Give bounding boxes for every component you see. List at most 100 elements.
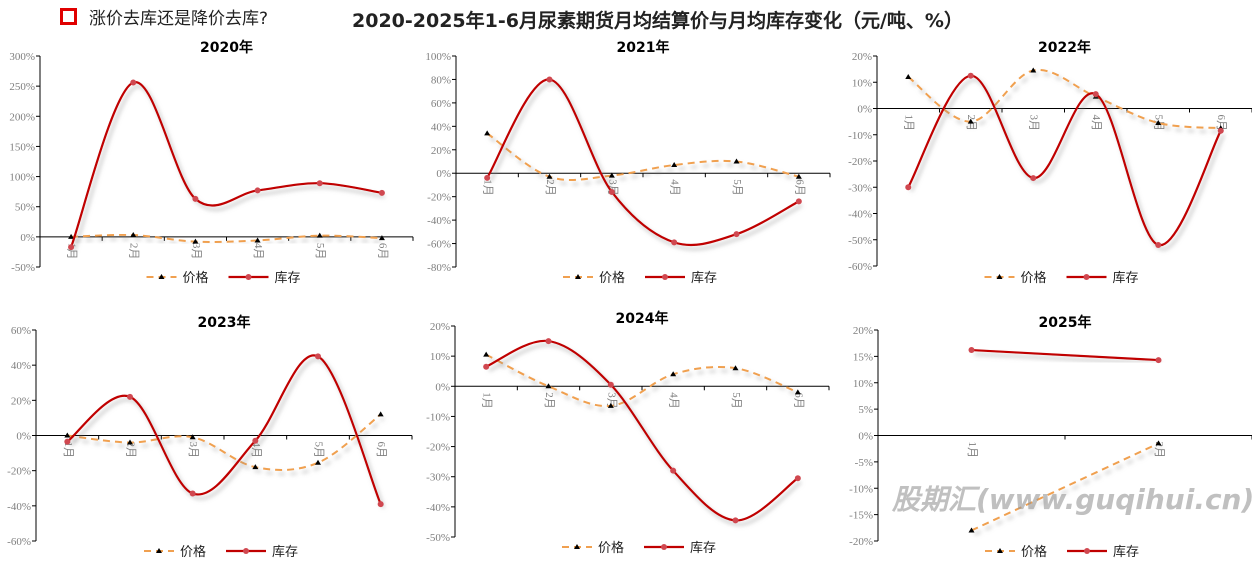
y-tick-label: -50% (426, 532, 450, 544)
legend: 价格 库存 (144, 544, 298, 560)
inventory-point (732, 517, 739, 524)
y-tick-label: 200% (9, 111, 35, 123)
y-tick-label: -40% (426, 502, 450, 514)
inventory-point (1155, 242, 1162, 248)
chart-2023年: 2023年 -60% -40% -20% 0% 20% 40% 60% 1月 2月 3月 4月 5月 6月… (7, 314, 413, 560)
price-point (968, 527, 975, 533)
price-point (670, 371, 677, 377)
inventory-point (1155, 357, 1162, 364)
y-tick-label: -60% (427, 239, 451, 251)
chart-2021年: 2021年 -80% -60% -40% -20% 0% 20% 40% 60% 80% 100% 1… (425, 39, 831, 286)
inventory-point (377, 501, 384, 508)
price-point (671, 162, 678, 168)
legend-price-label: 价格 (598, 540, 624, 556)
price-line (907, 68, 1221, 130)
y-tick-label: 20% (431, 145, 451, 157)
watermark: 股期汇(www.guqihui.cn) (892, 483, 1252, 516)
inventory-line (486, 78, 800, 247)
price-point (483, 351, 490, 357)
y-tick-label: 0% (20, 232, 35, 244)
inventory-point (905, 184, 912, 191)
chart-title: 2022年 (1038, 39, 1091, 56)
x-tick-label: 6月 (376, 243, 388, 260)
price-point (484, 130, 491, 136)
price-point (192, 238, 199, 244)
inventory-point (733, 231, 740, 238)
price-line (71, 233, 382, 244)
x-tick-label: 3月 (605, 392, 617, 409)
y-tick-label: -10% (848, 130, 872, 142)
x-tick-label: 4月 (250, 442, 262, 459)
chart-title: 2024年 (616, 310, 669, 327)
inventory-point (127, 393, 133, 400)
inventory-line (66, 354, 382, 505)
section-question: 涨价去库还是降价去库? (89, 9, 269, 29)
legend-inventory-marker (1084, 548, 1090, 554)
legend-inventory-label: 库存 (275, 270, 301, 286)
price-line (485, 353, 799, 408)
x-tick-label: 5月 (312, 442, 324, 459)
y-tick-label: -40% (848, 209, 872, 221)
y-tick-label: -5% (855, 457, 873, 469)
y-tick-label: 80% (431, 74, 451, 86)
x-tick-label: 2月 (544, 179, 556, 196)
y-tick-label: 150% (9, 141, 35, 153)
price-point (315, 459, 321, 465)
x-tick-label: 6月 (375, 442, 387, 459)
inventory-line (971, 348, 1159, 362)
y-tick-label: -50% (11, 262, 35, 274)
y-tick-label: -20% (7, 466, 31, 478)
y-tick-label: 0% (858, 431, 873, 443)
inventory-point (967, 72, 974, 79)
y-tick-label: 20% (852, 51, 872, 63)
main-title: 2020-2025年1-6月尿素期货月均结算价与月均库存变化（元/吨、%） (352, 10, 963, 32)
y-tick-label: 50% (15, 202, 35, 214)
y-tick-label: 100% (425, 51, 451, 63)
y-tick-label: 15% (853, 351, 873, 363)
inventory-point (252, 437, 259, 444)
inventory-point (192, 195, 199, 202)
y-tick-label: -20% (426, 442, 450, 454)
x-tick-label: 2月 (128, 243, 140, 260)
y-tick-label: -30% (426, 472, 450, 484)
inventory-point (607, 381, 614, 388)
chart-title: 2020年 (200, 39, 253, 56)
inventory-line (485, 339, 799, 522)
inventory-point (316, 180, 323, 187)
inventory-point (671, 239, 678, 246)
y-tick-label: -20% (427, 192, 451, 204)
price-point (378, 235, 385, 241)
x-tick-label: 3月 (187, 442, 199, 459)
price-point (1155, 440, 1162, 446)
inventory-point (1217, 127, 1224, 134)
legend: 价格 库存 (146, 270, 301, 286)
price-point (1155, 119, 1162, 125)
legend-price-label: 价格 (1021, 270, 1047, 286)
y-tick-label: 20% (853, 325, 873, 337)
legend-price-marker (996, 274, 1003, 279)
price-point (545, 383, 552, 389)
inventory-point (968, 347, 975, 354)
x-tick-label: 1月 (903, 115, 915, 132)
y-tick-label: 250% (9, 81, 35, 93)
y-tick-label: 5% (858, 404, 873, 416)
price-point (607, 402, 614, 408)
y-tick-label: 0% (857, 104, 872, 116)
x-tick-label: 5月 (314, 243, 326, 260)
y-tick-label: -20% (849, 536, 873, 548)
chart-2022年: 2022年-60%-50%-40%-30%-20%-10%0%10%20%1月2… (848, 39, 1252, 286)
price-point (130, 232, 137, 238)
x-tick-label: 1月 (62, 442, 74, 459)
y-tick-label: 40% (11, 360, 31, 372)
price-point (967, 118, 974, 124)
x-tick-label: 6月 (792, 392, 804, 409)
inventory-point (68, 244, 75, 251)
inventory-point (484, 174, 491, 181)
x-tick-label: 4月 (252, 243, 264, 260)
legend: 价格 库存 (985, 544, 1139, 560)
legend-price-marker (575, 274, 581, 279)
y-tick-label: 10% (430, 351, 450, 363)
y-tick-label: 20% (11, 395, 31, 407)
y-tick-label: 0% (435, 381, 450, 393)
y-tick-label: -10% (849, 483, 873, 495)
